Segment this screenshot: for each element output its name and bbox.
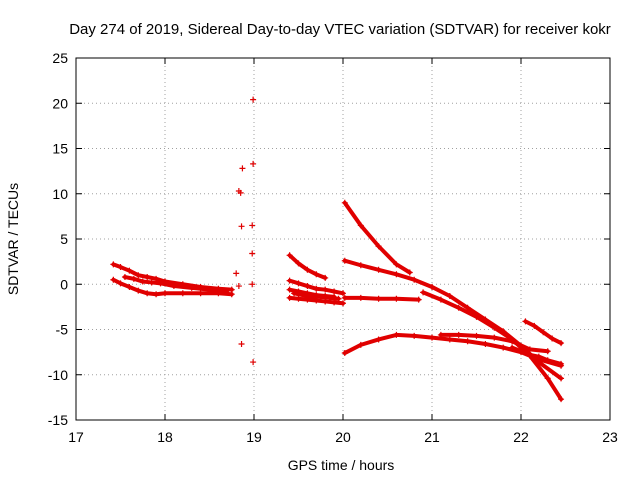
x-axis-label: GPS time / hours xyxy=(288,457,395,473)
dense-point-trail xyxy=(394,262,412,275)
dense-point-trail xyxy=(376,244,399,267)
x-tick-label: 18 xyxy=(157,429,173,445)
data-point xyxy=(237,189,244,196)
dense-point-trail xyxy=(342,342,363,356)
dense-point-trail xyxy=(394,296,421,302)
dense-point-trail xyxy=(536,360,564,381)
series-cluster-a3 xyxy=(121,274,231,294)
axis-ticks: 17 18 19 20 21 22 23 -15 -10 -5 0 5 10 15 20 25 xyxy=(48,50,618,445)
data-point xyxy=(340,290,346,297)
data-point xyxy=(224,287,231,294)
data-point xyxy=(415,296,422,303)
dense-point-trail xyxy=(456,305,479,319)
data-point xyxy=(239,165,246,172)
dense-point-trail xyxy=(342,200,363,228)
y-tick-label: 5 xyxy=(60,231,68,247)
y-tick-label: 20 xyxy=(52,95,68,111)
series-track-c8 xyxy=(509,344,565,367)
series-track-c2 xyxy=(341,257,565,382)
data-point xyxy=(235,283,242,290)
x-tick-label: 21 xyxy=(424,429,440,445)
dense-point-trail xyxy=(287,253,301,266)
dense-point-trail xyxy=(510,339,532,352)
data-point xyxy=(558,360,565,367)
data-point xyxy=(249,250,256,257)
dense-point-trail xyxy=(430,284,452,299)
data-point xyxy=(250,359,257,366)
data-point xyxy=(249,281,256,288)
chart-title: Day 274 of 2019, Sidereal Day-to-day VTE… xyxy=(69,21,611,38)
y-tick-label: -5 xyxy=(56,322,69,338)
dense-point-trail xyxy=(376,332,399,342)
series-track-c6 xyxy=(437,331,551,355)
dense-point-trail xyxy=(483,341,506,350)
series-group-b3 xyxy=(286,294,346,307)
dense-point-trail xyxy=(550,336,564,346)
series-track-c7 xyxy=(522,318,565,347)
series-cluster-a2 xyxy=(110,276,235,298)
data-point xyxy=(335,295,342,302)
dense-point-trail xyxy=(358,337,381,347)
data-point xyxy=(228,291,235,298)
dense-point-trail xyxy=(412,277,434,289)
data-point xyxy=(238,340,245,347)
dense-point-trail xyxy=(376,267,399,277)
x-tick-label: 23 xyxy=(602,429,618,445)
data-point xyxy=(322,274,329,281)
data-point xyxy=(558,396,565,403)
dense-point-trail xyxy=(447,294,470,310)
data-point xyxy=(544,348,551,355)
series-group-b1 xyxy=(286,252,329,281)
y-tick-label: -15 xyxy=(48,412,68,428)
data-point xyxy=(250,96,257,103)
data-point xyxy=(558,340,565,347)
dense-point-trail xyxy=(527,353,550,381)
series-track-c1 xyxy=(341,199,413,276)
data-point xyxy=(558,375,565,382)
x-tick-label: 20 xyxy=(335,429,351,445)
y-tick-label: 0 xyxy=(60,276,68,292)
x-tick-label: 17 xyxy=(68,429,84,445)
data-point xyxy=(250,160,257,167)
dense-point-trail xyxy=(358,263,381,272)
dense-point-trail xyxy=(421,290,443,302)
data-point xyxy=(406,269,413,276)
y-axis-label: SDTVAR / TECUs xyxy=(5,183,21,295)
series-track-c3 xyxy=(341,294,422,303)
y-tick-label: 10 xyxy=(52,186,68,202)
grid xyxy=(76,58,610,420)
dense-point-trail xyxy=(314,272,328,280)
y-tick-label: 25 xyxy=(52,50,68,66)
dense-point-trail xyxy=(342,258,363,268)
y-tick-label: -10 xyxy=(48,367,68,383)
dense-point-trail xyxy=(358,223,381,249)
x-tick-label: 19 xyxy=(246,429,262,445)
data-point xyxy=(233,270,240,277)
dense-point-trail xyxy=(465,305,488,322)
data-point xyxy=(238,223,245,230)
y-tick-label: 15 xyxy=(52,141,68,157)
dense-point-trail xyxy=(438,297,461,310)
series-isolated xyxy=(233,96,257,366)
dense-point-trail xyxy=(492,335,515,344)
dense-point-trail xyxy=(394,272,417,282)
series-track-c4 xyxy=(341,331,565,369)
dense-point-trail xyxy=(474,314,497,330)
x-tick-label: 22 xyxy=(513,429,529,445)
data-point xyxy=(249,222,256,229)
data-points xyxy=(110,96,565,403)
data-point xyxy=(340,300,346,307)
series-group-b5 xyxy=(291,290,342,302)
dense-point-trail xyxy=(545,376,564,402)
series-group-b2 xyxy=(286,277,346,297)
dense-point-trail xyxy=(492,325,515,342)
dense-point-trail xyxy=(545,358,564,366)
